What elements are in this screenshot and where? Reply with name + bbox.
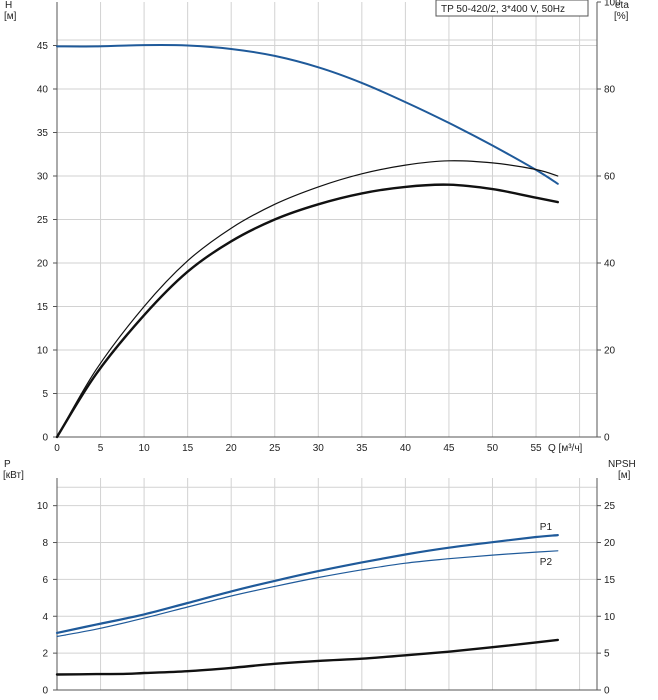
chart-1-left-tick-label: 45 [37, 41, 49, 52]
chart-2-left-tick-label: 8 [42, 538, 48, 549]
chart-1-right-tick-label: 80 [604, 85, 616, 96]
chart-2-right-axis-label: NPSH [608, 459, 636, 470]
chart-2-series-label-p1: P1 [540, 522, 553, 533]
chart-1-left-tick-label: 40 [37, 85, 49, 96]
chart-2-series-label-p2: P2 [540, 557, 553, 568]
chart-1-right-axis-unit: [%] [614, 11, 629, 22]
chart-1-left-tick-label: 25 [37, 215, 49, 226]
chart-1-series-3-line [55, 183, 559, 439]
chart-1-left-axis-label: H [5, 0, 12, 11]
chart-2-series-2-line [56, 550, 559, 638]
chart-1-x-axis-label: Q [м³/ч] [548, 443, 583, 454]
chart-2-right-tick-label: 20 [604, 538, 616, 549]
chart-1-right-tick-label: 60 [604, 172, 616, 183]
chart-1-right-tick-label: 40 [604, 259, 616, 270]
chart-1-x-tick-label: 20 [226, 443, 238, 454]
chart-1-right-tick-label: 100 [604, 0, 621, 9]
chart-1-left-tick-label: 30 [37, 172, 49, 183]
chart-2-series-3-line [55, 638, 559, 676]
chart-1-x-tick-label: 15 [182, 443, 194, 454]
chart-1-x-tick-label: 40 [400, 443, 412, 454]
chart-2-right-tick-label: 25 [604, 501, 616, 512]
chart-1-x-tick-label: 30 [313, 443, 325, 454]
chart-1-left-tick-label: 35 [37, 128, 49, 139]
chart-2-left-tick-label: 4 [42, 612, 48, 623]
chart-1-x-tick-label: 45 [443, 443, 455, 454]
chart-1-x-tick-label: 35 [356, 443, 368, 454]
chart-2-right-tick-label: 5 [604, 649, 610, 660]
chart-1-right-axis-label: eta [615, 0, 629, 11]
chart-1-x-tick-label: 5 [98, 443, 104, 454]
chart-2-left-axis-label: P [4, 459, 11, 470]
chart-1-x-tick-label: 50 [487, 443, 499, 454]
chart-2-left-tick-label: 6 [42, 575, 48, 586]
chart-2-right-tick-label: 0 [604, 686, 610, 697]
chart-2-left-tick-label: 10 [37, 501, 49, 512]
chart-1-left-tick-label: 10 [37, 346, 49, 357]
chart-title: TP 50-420/2, 3*400 V, 50Hz [441, 4, 565, 15]
chart-1-left-tick-label: 0 [42, 433, 48, 444]
chart-1-series-2-line [56, 160, 559, 438]
chart-2-left-axis-unit: [кВт] [3, 470, 24, 481]
chart-2-right-tick-label: 15 [604, 575, 616, 586]
chart-2-right-tick-label: 10 [604, 612, 616, 623]
chart-title-box [435, 0, 589, 17]
chart-1-x-tick-label: 10 [139, 443, 151, 454]
chart-1-right-tick-label: 0 [604, 433, 610, 444]
chart-1-x-tick-label: 25 [269, 443, 281, 454]
chart-1-right-tick-label: 20 [604, 346, 616, 357]
chart-2-left-tick-label: 2 [42, 649, 48, 660]
chart-1-left-tick-label: 15 [37, 302, 49, 313]
chart-1-x-tick-label: 0 [54, 443, 60, 454]
chart-2-right-axis-unit: [м] [618, 470, 631, 481]
chart-1-series-1-line [56, 43, 559, 185]
chart-2-series-1-line [55, 534, 559, 634]
chart-1-x-tick-label: 55 [530, 443, 542, 454]
chart-2-left-tick-label: 0 [42, 686, 48, 697]
chart-1-left-axis-unit: [м] [4, 11, 17, 22]
chart-1-left-tick-label: 5 [42, 389, 48, 400]
chart-1-left-tick-label: 20 [37, 259, 49, 270]
